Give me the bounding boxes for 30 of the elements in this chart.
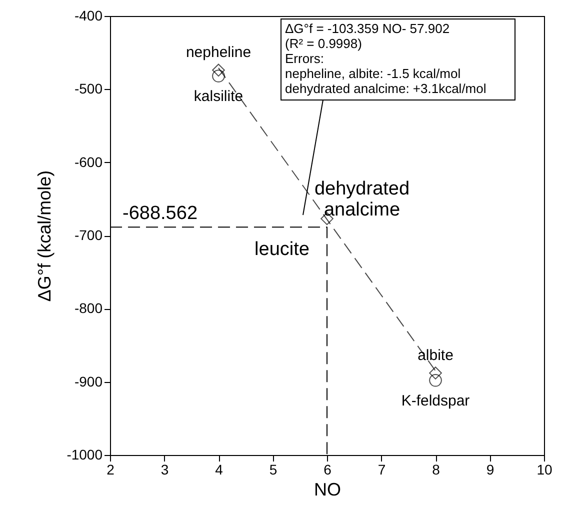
annotation: leucite [254,239,310,260]
y-tick-label: -500 [74,80,103,97]
x-tick-label: 8 [432,462,440,478]
x-tick-label: 3 [160,462,169,478]
x-tick-label: 2 [106,462,115,478]
y-tick-label: -1000 [66,446,103,462]
x-tick-label: 6 [324,462,332,478]
x-tick-label: 10 [536,462,552,478]
y-tick-label: -600 [74,154,103,170]
x-tick-label: 4 [215,462,224,478]
point [212,64,225,77]
annotation: albite [418,347,454,364]
y-tick-label: -900 [74,373,103,390]
annotation: nepheline [186,44,252,62]
y-axis-title: ΔG°f (kcal/mole) [34,170,55,302]
x-tick-label: 9 [486,462,494,478]
annotation: ΔG°f = -103.359 NO- 57.902 (R² = 0.9998) Errors: nepheline, albite: -1.5 kcal/mol dehydrated analcime: +3.1kcal/mol [285,21,486,96]
point [429,374,442,387]
annotation: -688.562 [122,203,198,224]
annotation: dehydrated analcime [314,178,410,221]
point [429,366,442,380]
y-tick-label: -800 [74,300,103,316]
x-tick-label: 7 [378,462,386,478]
y-tick-label: -700 [74,227,103,243]
x-axis-title: NO [314,480,341,500]
point [212,70,225,82]
annotation: kalsilite [194,88,244,105]
annotation: K-feldspar [401,392,470,410]
y-tick-label: -400 [74,8,103,24]
x-tick-label: 5 [269,462,278,478]
